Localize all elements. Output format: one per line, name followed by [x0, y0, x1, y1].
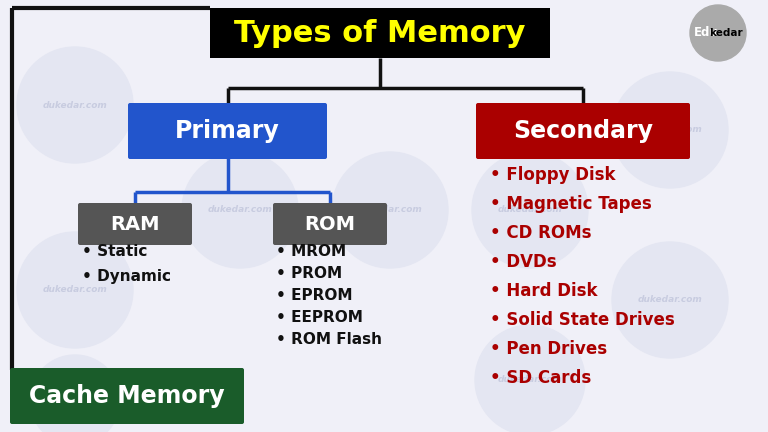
Text: Cache Memory: Cache Memory [29, 384, 225, 408]
Text: dukedar.com: dukedar.com [43, 286, 108, 295]
Bar [210, 8, 550, 58]
Circle shape [17, 232, 133, 348]
Text: • Hard Disk: • Hard Disk [490, 282, 598, 300]
Circle shape [475, 325, 585, 432]
Text: Edu: Edu [694, 26, 718, 39]
FancyBboxPatch shape [128, 103, 327, 159]
Text: • ROM Flash: • ROM Flash [276, 333, 382, 347]
Text: Primary: Primary [175, 119, 280, 143]
Text: dukedar.com: dukedar.com [207, 206, 273, 215]
FancyBboxPatch shape [10, 368, 244, 424]
Text: • Dynamic: • Dynamic [82, 269, 171, 283]
Text: • EEPROM: • EEPROM [276, 311, 362, 325]
Text: • Pen Drives: • Pen Drives [490, 340, 607, 358]
Text: • Floppy Disk: • Floppy Disk [490, 166, 615, 184]
Circle shape [17, 47, 133, 163]
Text: RAM: RAM [111, 215, 160, 234]
Text: dukedar.com: dukedar.com [43, 101, 108, 109]
Text: dukedar.com: dukedar.com [637, 126, 703, 134]
Circle shape [472, 152, 588, 268]
Text: Secondary: Secondary [513, 119, 653, 143]
Text: • MROM: • MROM [276, 245, 346, 260]
Text: dukedar.com: dukedar.com [358, 206, 422, 215]
Circle shape [690, 5, 746, 61]
Text: • PROM: • PROM [276, 267, 342, 282]
Text: dukedar.com: dukedar.com [637, 295, 703, 305]
Circle shape [332, 152, 448, 268]
Circle shape [612, 242, 728, 358]
FancyBboxPatch shape [476, 103, 690, 159]
Text: dukedar.com: dukedar.com [498, 375, 562, 384]
Text: dukedar.com: dukedar.com [498, 206, 562, 215]
FancyBboxPatch shape [78, 203, 192, 245]
Text: • SD Cards: • SD Cards [490, 369, 591, 387]
Circle shape [30, 355, 120, 432]
Text: kedar: kedar [709, 28, 743, 38]
Text: • Solid State Drives: • Solid State Drives [490, 311, 675, 329]
Text: • Magnetic Tapes: • Magnetic Tapes [490, 195, 652, 213]
Circle shape [182, 152, 298, 268]
Text: ROM: ROM [304, 215, 356, 234]
FancyBboxPatch shape [273, 203, 387, 245]
Text: • DVDs: • DVDs [490, 253, 557, 271]
Text: • EPROM: • EPROM [276, 289, 353, 304]
Text: • Static: • Static [82, 245, 147, 260]
Text: dukedar.com: dukedar.com [43, 396, 108, 404]
Circle shape [612, 72, 728, 188]
Text: Types of Memory: Types of Memory [234, 19, 526, 48]
Text: • CD ROMs: • CD ROMs [490, 224, 591, 242]
